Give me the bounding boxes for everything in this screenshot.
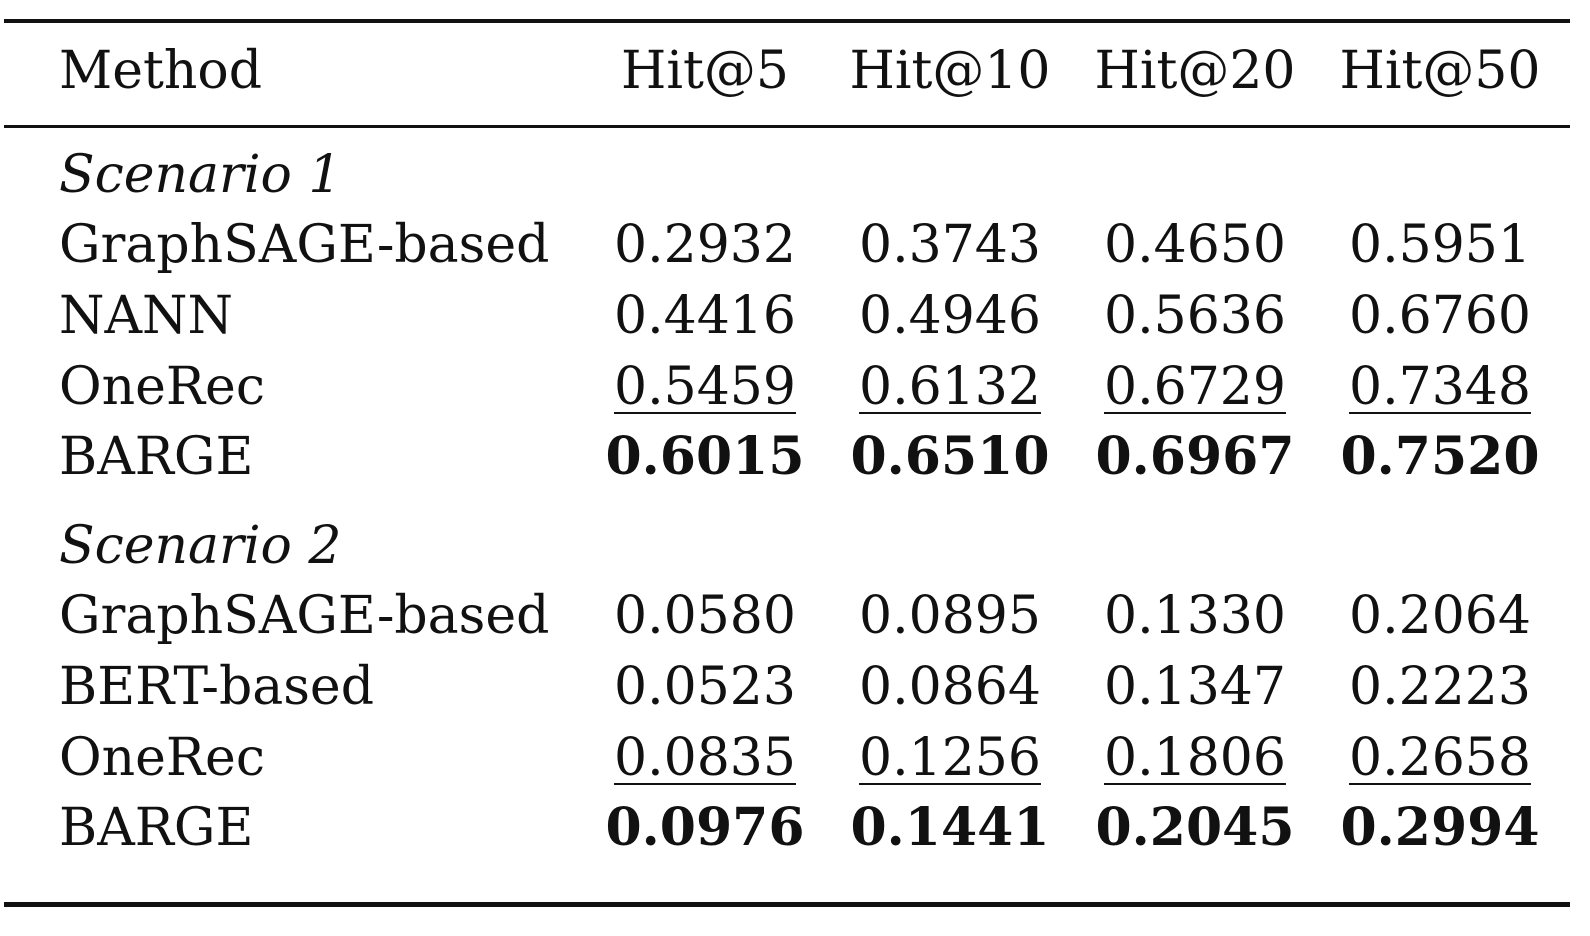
header-hit-5: Hit@5 bbox=[621, 41, 789, 101]
table-row: BARGE 0.6015 0.6510 0.6967 0.7520 bbox=[0, 422, 1590, 492]
section-label: Scenario 2 bbox=[59, 516, 342, 576]
value-cell: 0.2932 bbox=[614, 215, 796, 275]
method-cell: BARGE bbox=[59, 798, 254, 858]
table-row: BARGE 0.0976 0.1441 0.2045 0.2994 bbox=[0, 793, 1590, 863]
method-cell: BERT-based bbox=[59, 657, 374, 717]
table-row: GraphSAGE-based 0.0580 0.0895 0.1330 0.2… bbox=[0, 581, 1590, 651]
method-cell: GraphSAGE-based bbox=[59, 215, 550, 275]
header-method: Method bbox=[59, 41, 262, 101]
method-cell: GraphSAGE-based bbox=[59, 586, 550, 646]
second-best-value: 0.0835 bbox=[614, 728, 796, 788]
header-hit-50: Hit@50 bbox=[1339, 41, 1541, 101]
value-cell: 0.1347 bbox=[1104, 657, 1286, 717]
second-best-value: 0.5459 bbox=[614, 357, 796, 417]
second-best-value: 0.6132 bbox=[859, 357, 1041, 417]
table-row: NANN 0.4416 0.4946 0.5636 0.6760 bbox=[0, 281, 1590, 351]
top-rule bbox=[4, 19, 1570, 23]
value-cell: 0.0895 bbox=[859, 586, 1041, 646]
header-hit-10: Hit@10 bbox=[849, 41, 1051, 101]
value-cell: 0.3743 bbox=[859, 215, 1041, 275]
value-cell: 0.0523 bbox=[614, 657, 796, 717]
bottom-rule bbox=[4, 902, 1570, 907]
section-label-row: Scenario 2 bbox=[0, 511, 1590, 581]
value-cell: 0.4946 bbox=[859, 286, 1041, 346]
header-row: Method Hit@5 Hit@10 Hit@20 Hit@50 bbox=[0, 36, 1590, 106]
best-value: 0.6510 bbox=[850, 426, 1050, 487]
header-rule bbox=[4, 125, 1570, 128]
best-value: 0.7520 bbox=[1340, 426, 1540, 487]
best-value: 0.0976 bbox=[605, 797, 805, 858]
value-cell: 0.2223 bbox=[1349, 657, 1531, 717]
method-cell: BARGE bbox=[59, 427, 254, 487]
table-row: BERT-based 0.0523 0.0864 0.1347 0.2223 bbox=[0, 652, 1590, 722]
best-value: 0.6967 bbox=[1095, 426, 1295, 487]
method-cell: OneRec bbox=[59, 357, 265, 417]
value-cell: 0.4416 bbox=[614, 286, 796, 346]
table-row: GraphSAGE-based 0.2932 0.3743 0.4650 0.5… bbox=[0, 210, 1590, 280]
value-cell: 0.0864 bbox=[859, 657, 1041, 717]
second-best-value: 0.1806 bbox=[1104, 728, 1286, 788]
method-cell: OneRec bbox=[59, 728, 265, 788]
second-best-value: 0.7348 bbox=[1349, 357, 1531, 417]
method-cell: NANN bbox=[59, 286, 234, 346]
best-value: 0.6015 bbox=[605, 426, 805, 487]
value-cell: 0.2064 bbox=[1349, 586, 1531, 646]
best-value: 0.1441 bbox=[850, 797, 1050, 858]
section-label-row: Scenario 1 bbox=[0, 140, 1590, 210]
value-cell: 0.4650 bbox=[1104, 215, 1286, 275]
header-hit-20: Hit@20 bbox=[1094, 41, 1296, 101]
table-row: OneRec 0.0835 0.1256 0.1806 0.2658 bbox=[0, 723, 1590, 793]
second-best-value: 0.1256 bbox=[859, 728, 1041, 788]
value-cell: 0.1330 bbox=[1104, 586, 1286, 646]
value-cell: 0.5636 bbox=[1104, 286, 1286, 346]
value-cell: 0.6760 bbox=[1349, 286, 1531, 346]
second-best-value: 0.2658 bbox=[1349, 728, 1531, 788]
value-cell: 0.5951 bbox=[1349, 215, 1531, 275]
value-cell: 0.0580 bbox=[614, 586, 796, 646]
table-row: OneRec 0.5459 0.6132 0.6729 0.7348 bbox=[0, 352, 1590, 422]
section-label: Scenario 1 bbox=[59, 145, 342, 205]
best-value: 0.2045 bbox=[1095, 797, 1295, 858]
best-value: 0.2994 bbox=[1340, 797, 1540, 858]
second-best-value: 0.6729 bbox=[1104, 357, 1286, 417]
